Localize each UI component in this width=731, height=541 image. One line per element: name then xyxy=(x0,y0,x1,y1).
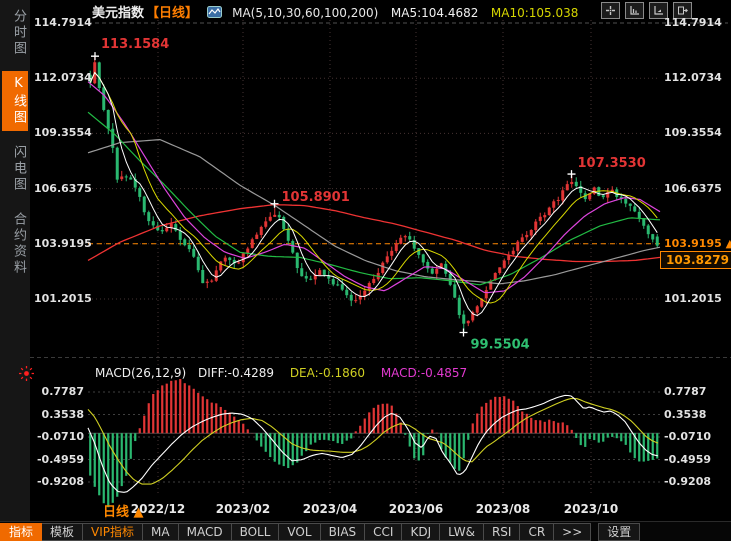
sidebar: 分时图 K线图闪电图合约资料 xyxy=(0,0,30,540)
macd-params: MACD(26,12,9) xyxy=(95,366,187,380)
toolbar-more-indicators-tab[interactable]: >> xyxy=(554,523,592,541)
axis-tick-label: 114.7914 xyxy=(34,16,92,29)
toolbar-boll-tab[interactable]: BOLL xyxy=(231,523,280,541)
ma-settings-label: MA(5,10,30,60,100,200) xyxy=(232,6,379,20)
sidebar-tab-kline-chart[interactable]: K线图 xyxy=(2,71,28,131)
toolbar-template-tab[interactable]: 模板 xyxy=(42,523,84,541)
sidebar-tab-flash-chart[interactable]: 闪电图 xyxy=(11,145,26,193)
ma5-value: MA5:104.4682 xyxy=(390,6,479,20)
axis-tick-label: 0.3538 xyxy=(664,407,707,421)
level-price-label: 103.9195 ▲ xyxy=(664,237,731,250)
toolbar-kdj-tab[interactable]: KDJ xyxy=(402,523,441,541)
period-selector[interactable]: 日线 ▲ xyxy=(103,505,144,520)
instrument-title: 美元指数 xyxy=(92,6,145,21)
svg-text:113.1584: 113.1584 xyxy=(101,37,169,52)
last-price-tag: 103.8279 xyxy=(660,251,731,269)
toolbar-rsi-tab[interactable]: RSI xyxy=(483,523,521,541)
axis-tick-label: -0.0710 xyxy=(664,430,712,443)
axis-tick-label: 0.7787 xyxy=(41,385,84,398)
alert-blink-icon xyxy=(19,366,34,381)
axis-tick-label: 109.3554 xyxy=(34,126,92,140)
sidebar-tab-time-chart[interactable]: 分时图 xyxy=(11,9,26,57)
ma10-value: MA10:105.038 xyxy=(490,6,579,20)
toolbar-lw-tab[interactable]: LW& xyxy=(440,523,484,541)
toolbar-cci-tab[interactable]: CCI xyxy=(365,523,403,541)
axis-tick-label: -0.4959 xyxy=(664,452,712,466)
axis-tick-label: 106.6375 xyxy=(664,181,722,195)
mini-chart-icon xyxy=(206,6,222,18)
pane-shift-icon[interactable] xyxy=(673,2,692,19)
axis-tick-label: -0.9208 xyxy=(36,475,84,488)
chart-header: 美元指数 【日线】 MA(5,10,30,60,100,200) MA5:104.… xyxy=(92,2,578,21)
zoom-axis-icon[interactable] xyxy=(625,2,644,19)
zoom-run-icon[interactable] xyxy=(649,2,668,19)
time-tick-label: 2022/12 xyxy=(130,502,186,516)
period-badge: 【日线】 xyxy=(146,6,199,21)
axis-tick-label: 101.2015 xyxy=(664,292,722,305)
time-tick-label: 2023/04 xyxy=(302,502,358,516)
time-tick-label: 2023/08 xyxy=(475,502,531,516)
macd-macd-value: MACD:-0.4857 xyxy=(380,366,468,380)
toolbar-cr-tab[interactable]: CR xyxy=(520,523,555,541)
axis-tick-label: 0.7787 xyxy=(664,385,707,398)
axis-tick-label: 112.0734 xyxy=(664,71,722,85)
svg-text:105.8901: 105.8901 xyxy=(282,190,350,205)
axis-tick-label: 101.2015 xyxy=(34,292,92,305)
svg-text:107.3530: 107.3530 xyxy=(578,156,646,171)
macd-diff-value: DIFF:-0.4289 xyxy=(197,366,274,380)
axis-tick-label: 112.0734 xyxy=(34,71,92,85)
toolbar-indicator-tab[interactable]: 指标 xyxy=(0,523,43,541)
indicator-toolbar: 指标 模板 VIP指标 MA MACD BOLL VOL BIAS CCI KDJ LW& RSI CR… xyxy=(0,521,731,541)
toolbar-vip-indicator-tab[interactable]: VIP指标 xyxy=(83,523,144,541)
sidebar-tab-contract-info[interactable]: 合约资料 xyxy=(11,212,26,276)
toolbar-macd-tab[interactable]: MACD xyxy=(178,523,232,541)
axis-tick-label: -0.0710 xyxy=(36,430,84,443)
axis-tick-label: 103.9195 xyxy=(34,236,92,250)
axis-tick-label: 106.6375 xyxy=(34,181,92,195)
axis-tick-label: 109.3554 xyxy=(664,126,722,140)
time-tick-label: 2023/02 xyxy=(215,502,271,516)
axis-tick-label: 0.3538 xyxy=(41,407,84,421)
toolbar-vol-tab[interactable]: VOL xyxy=(279,523,321,541)
macd-dea-value: DEA:-0.1860 xyxy=(289,366,365,380)
toolbar-bias-tab[interactable]: BIAS xyxy=(320,523,366,541)
time-tick-label: 2023/06 xyxy=(388,502,444,516)
chart-tool-icons xyxy=(596,2,692,19)
axis-tick-label: 114.7914 xyxy=(664,16,722,29)
time-tick-label: 2023/10 xyxy=(563,502,619,516)
macd-header: MACD(26,12,9) DIFF:-0.4289 DEA:-0.1860 M… xyxy=(95,366,467,380)
crosshair-icon[interactable] xyxy=(601,2,620,19)
toolbar-settings-tab[interactable]: 设置 xyxy=(598,523,641,541)
axis-tick-label: -0.4959 xyxy=(36,452,84,466)
svg-text:99.5504: 99.5504 xyxy=(471,338,530,353)
toolbar-ma-tab[interactable]: MA xyxy=(143,523,179,541)
axis-tick-label: -0.9208 xyxy=(664,475,712,488)
